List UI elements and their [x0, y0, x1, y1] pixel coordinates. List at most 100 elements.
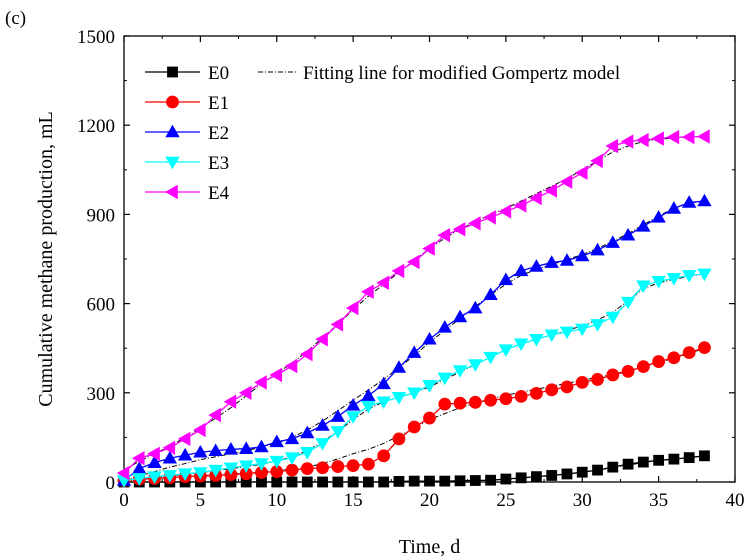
data-point-E4: [636, 132, 649, 148]
data-point-E0: [622, 458, 634, 470]
data-point-E4: [544, 183, 557, 198]
data-point-E4: [284, 358, 298, 374]
data-point-E4: [254, 375, 267, 390]
data-point-E0: [653, 454, 665, 466]
y-tick-label: 600: [87, 295, 116, 316]
data-point-E1: [499, 392, 513, 406]
data-point-E3: [407, 387, 422, 401]
data-point-E0: [301, 476, 313, 488]
data-point-E4: [559, 174, 573, 189]
legend-label-E3: E3: [208, 153, 229, 174]
data-point-E2: [452, 309, 468, 323]
data-point-E1: [331, 460, 345, 473]
data-point-E3: [620, 296, 636, 310]
data-point-E0: [561, 468, 573, 480]
data-point-E4: [177, 431, 191, 447]
data-point-E3: [483, 351, 498, 365]
data-point-E0: [607, 461, 619, 473]
x-tick-label: 5: [196, 490, 206, 511]
data-point-E2: [391, 360, 407, 373]
data-point-E1: [453, 396, 467, 410]
data-point-E4: [452, 222, 466, 237]
data-point-E4: [620, 134, 634, 149]
data-point-E3: [498, 344, 514, 357]
y-tick-label: 1500: [77, 27, 115, 48]
series-E4: [116, 129, 710, 481]
data-point-E2: [223, 441, 239, 455]
data-point-E0: [271, 476, 283, 488]
data-point-E2: [269, 434, 284, 448]
data-point-E0: [637, 456, 649, 468]
data-point-E2: [666, 201, 682, 214]
data-point-E3: [391, 391, 407, 405]
data-point-E2: [407, 345, 422, 358]
data-point-E4: [361, 284, 374, 299]
x-tick-label: 25: [496, 490, 515, 511]
data-point-E1: [438, 397, 452, 411]
data-point-E2: [697, 193, 712, 207]
data-point-E2: [468, 300, 483, 314]
series-E0: [118, 450, 710, 488]
data-point-E0: [531, 471, 542, 483]
y-tick-label: 900: [87, 205, 116, 226]
data-point-E0: [546, 470, 558, 481]
data-point-E3: [162, 470, 178, 483]
data-point-E0: [592, 464, 603, 476]
data-point-E3: [529, 334, 544, 347]
data-point-E1: [636, 360, 650, 374]
data-point-E0: [454, 475, 466, 487]
data-point-E4: [513, 198, 527, 213]
data-point-E4: [498, 204, 512, 219]
data-point-E2: [483, 287, 498, 300]
legend-label-E1: E1: [208, 93, 229, 114]
data-point-E4: [422, 241, 435, 256]
data-point-E1: [606, 368, 620, 382]
data-point-E1: [560, 380, 574, 394]
data-point-E4: [147, 446, 160, 461]
data-point-E3: [544, 329, 559, 343]
data-point-E1: [423, 411, 436, 425]
data-point-E3: [284, 452, 300, 465]
data-point-E1: [575, 375, 589, 389]
data-point-E2: [498, 272, 514, 286]
data-point-E0: [378, 476, 390, 488]
data-point-E4: [666, 129, 680, 145]
data-point-E4: [529, 190, 542, 206]
data-point-E4: [651, 131, 664, 146]
data-point-E3: [590, 319, 605, 332]
data-point-E4: [330, 317, 344, 332]
legend-marker-E1: [166, 95, 179, 109]
x-tick-label: 35: [649, 490, 668, 511]
legend-label-fit: Fitting line for modified Gompertz model: [303, 63, 620, 84]
data-point-E1: [285, 463, 299, 477]
data-point-E2: [345, 397, 361, 411]
data-point-E4: [376, 275, 389, 290]
x-tick-label: 20: [420, 490, 439, 511]
data-point-E4: [574, 165, 588, 180]
x-axis: 0 5 10 15 20 25 30 35 40: [119, 36, 745, 511]
data-point-E3: [559, 326, 575, 340]
legend: E0 E1 E2 E3 E4 Fitting line for modified Gomp…: [145, 63, 620, 204]
data-point-E3: [513, 338, 529, 352]
data-point-E3: [300, 446, 315, 460]
data-point-E2: [681, 195, 697, 208]
data-point-E0: [317, 476, 328, 488]
x-tick-label: 30: [573, 490, 592, 511]
data-point-E3: [208, 464, 223, 478]
data-point-E0: [485, 474, 497, 486]
data-series: [116, 129, 712, 488]
data-point-E0: [683, 452, 695, 464]
x-tick-label: 0: [119, 490, 129, 511]
data-point-E2: [361, 388, 376, 402]
data-point-E4: [406, 254, 420, 270]
data-point-E0: [362, 476, 374, 488]
x-axis-label: Time, d: [399, 536, 461, 558]
legend-marker-E3: [165, 156, 180, 170]
data-point-E1: [392, 432, 406, 446]
x-tick-label: 15: [344, 490, 363, 511]
data-point-E2: [284, 431, 300, 445]
data-point-E3: [651, 276, 666, 289]
data-point-E0: [668, 453, 680, 465]
data-point-E3: [666, 273, 682, 286]
